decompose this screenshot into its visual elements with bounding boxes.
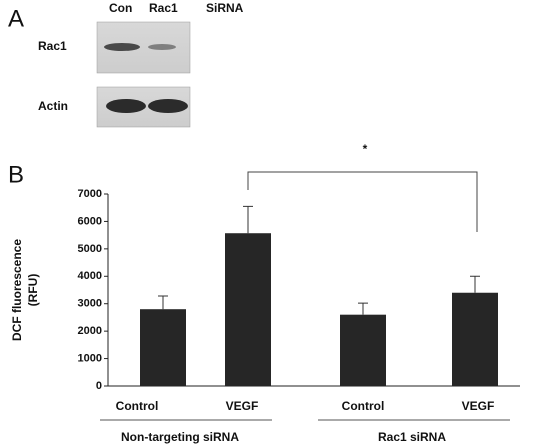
error-bar (243, 205, 253, 234)
bar (452, 292, 498, 386)
y-tick-label: 3000 (78, 298, 102, 310)
significance-bracket (247, 171, 478, 232)
x-tick-label: VEGF (462, 399, 495, 413)
annotation: * (363, 142, 368, 156)
error-bar (158, 295, 168, 310)
blot-rac1 (96, 21, 191, 74)
y-tick-label: 4000 (78, 270, 102, 282)
x-tick-label: VEGF (226, 399, 259, 413)
y-tick-label: 2000 (78, 325, 102, 337)
y-axis-title: DCF fluorescence (RFU) (10, 239, 40, 341)
y-axis-title-line: (RFU) (26, 274, 40, 307)
group-label: Rac1 siRNA (378, 430, 446, 444)
y-tick-label: 0 (96, 380, 102, 392)
error-bar (470, 275, 480, 293)
lane-label: Con (109, 1, 132, 15)
bar (340, 314, 386, 386)
lane-label: SiRNA (206, 1, 244, 15)
y-tick-label: 6000 (78, 215, 102, 227)
row-label: Actin (38, 99, 68, 113)
blot-actin (96, 86, 191, 128)
bar (225, 233, 271, 386)
panel-label: A (8, 5, 24, 32)
y-axis-title-line: DCF fluorescence (10, 239, 24, 341)
panel-label: B (8, 161, 24, 188)
y-tick-label: 7000 (78, 188, 102, 200)
bar (140, 309, 186, 386)
y-tick-label: 5000 (78, 243, 102, 255)
lane-label: Rac1 (149, 1, 178, 15)
group-label: Non-targeting siRNA (121, 430, 239, 444)
x-tick-label: Control (116, 399, 159, 413)
row-label: Rac1 (38, 39, 67, 53)
error-bar (358, 302, 368, 315)
y-tick-label: 1000 (78, 352, 102, 364)
x-tick-label: Control (342, 399, 385, 413)
